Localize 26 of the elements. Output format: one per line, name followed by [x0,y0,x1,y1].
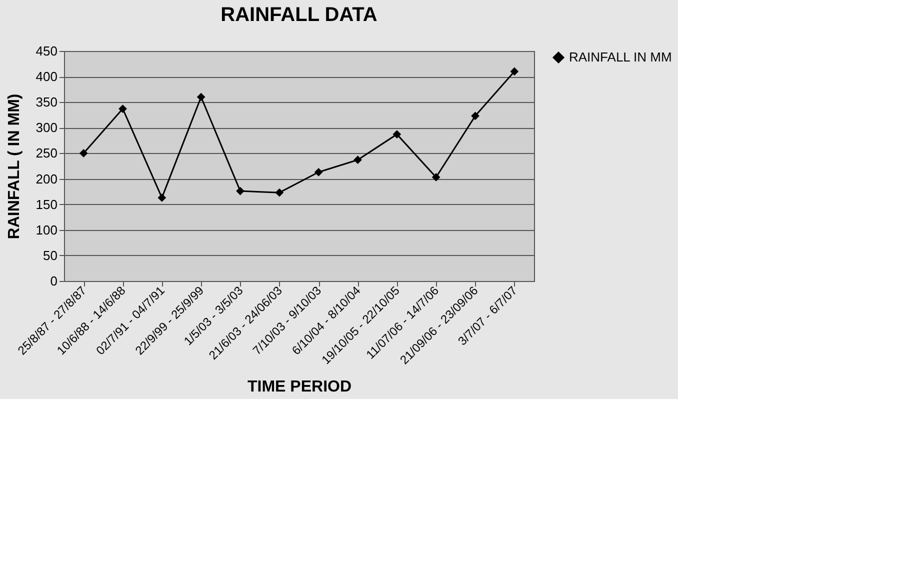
y-tick-label: 300 [36,120,58,136]
y-tick-label: 450 [36,44,58,58]
y-tick-label: 150 [36,196,58,212]
point [236,186,244,196]
legend-label: RAINFALL IN MM [569,50,672,64]
point [354,156,362,164]
y-tick-label: 400 [36,69,58,84]
y-tick-label: 100 [36,222,58,238]
y-axis-title: RAINFALL ( IN MM) [6,94,23,240]
point [196,92,206,102]
point [471,112,480,120]
y-tick-label: 50 [43,248,58,263]
x-axis-title: TIME PERIOD [247,378,352,396]
y-tick-label: 250 [36,146,58,161]
y-tick-label: 350 [36,94,58,110]
point [392,130,402,138]
point [118,104,127,113]
point [275,188,284,197]
point [432,173,440,182]
y-tick-label: 200 [36,171,58,186]
y-tick-label: 0 [50,274,58,288]
point [510,67,519,76]
chart-title: RAINFALL DATA [220,4,378,26]
point [158,194,166,202]
point [314,168,323,176]
point [79,149,88,158]
